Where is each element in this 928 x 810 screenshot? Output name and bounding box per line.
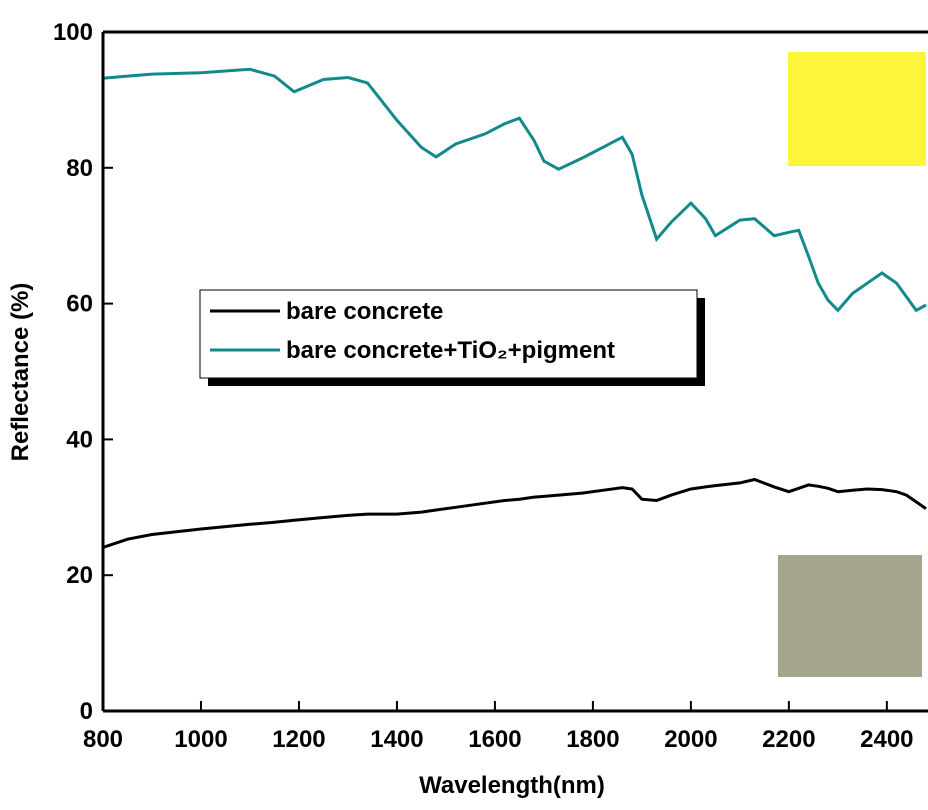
y-tick-label: 0: [80, 698, 93, 725]
concrete-sample-photo: [778, 555, 922, 677]
x-axis-title: Wavelength(nm): [419, 772, 605, 799]
x-tick-label: 1000: [174, 726, 227, 753]
y-tick-label: 20: [66, 562, 93, 589]
pigment-sample-photo: [788, 52, 926, 166]
series-line: [102, 67, 927, 313]
series-line: [102, 477, 927, 549]
x-tick-label: 1400: [370, 726, 423, 753]
y-tick-label: 40: [66, 426, 93, 453]
x-tick-label: 1800: [566, 726, 619, 753]
legend-box: [199, 289, 698, 379]
x-tick-label: 2400: [860, 726, 913, 753]
x-tick-label: 2200: [762, 726, 815, 753]
y-axis-title: Reflectance (%): [7, 283, 34, 462]
x-tick-label: 1600: [468, 726, 521, 753]
y-tick-label: 60: [66, 291, 93, 318]
legend-label: bare concrete: [286, 298, 443, 325]
x-tick-label: 1200: [272, 726, 325, 753]
x-tick-label: 2000: [664, 726, 717, 753]
y-tick-label: 80: [66, 155, 93, 182]
x-tick-label: 800: [83, 726, 123, 753]
y-tick-label: 100: [53, 19, 93, 46]
legend-label: bare concrete+TiO₂+pigment: [286, 337, 615, 364]
